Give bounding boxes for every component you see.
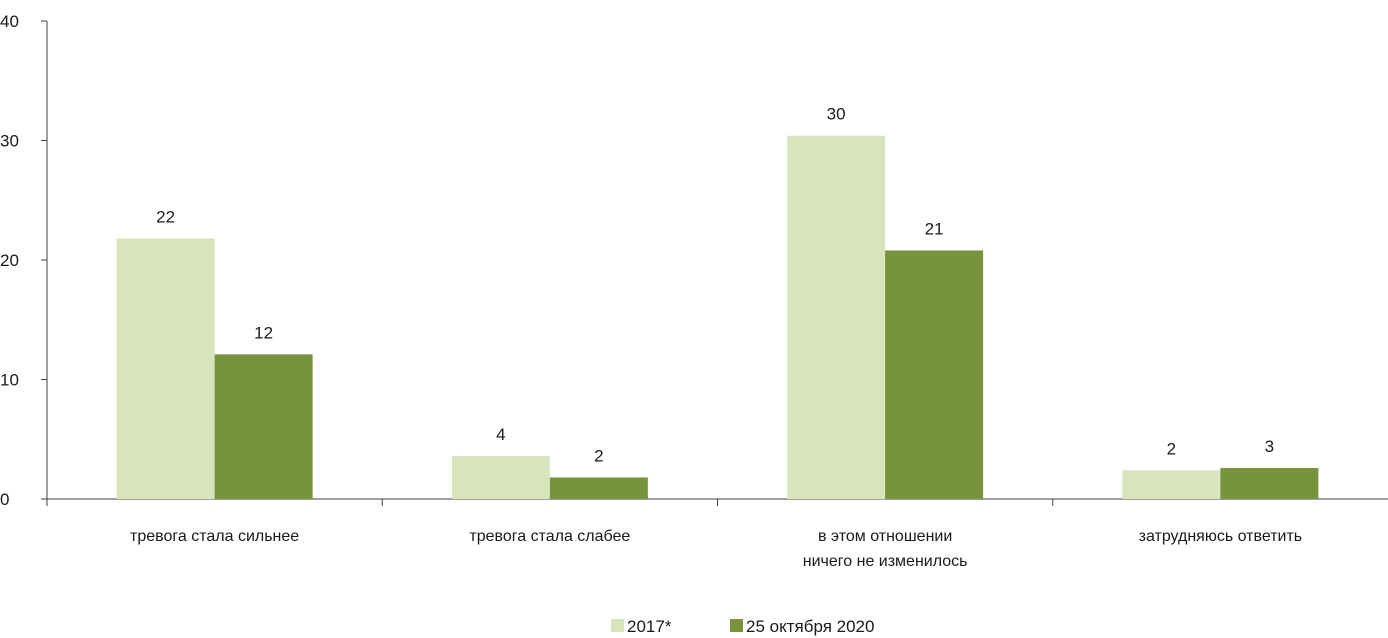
chart-legend: 2017* 25 октября 2020 — [611, 617, 874, 636]
legend-swatch — [730, 619, 743, 632]
category-label: тревога стала сильнее — [130, 528, 299, 545]
category-label: в этом отношении ничего не изменилось — [803, 528, 968, 570]
data-label: 3 — [1265, 437, 1274, 456]
y-tick-label: 30 — [0, 132, 19, 151]
y-tick-label: 10 — [0, 371, 19, 390]
legend-label: 2017* — [627, 617, 672, 636]
data-label: 30 — [827, 105, 846, 124]
bar — [1122, 470, 1221, 499]
data-label: 4 — [496, 425, 505, 444]
legend-label: 25 октября 2020 — [746, 617, 874, 636]
bar — [116, 238, 215, 500]
category-label: тревога стала слабее — [469, 528, 630, 545]
y-tick-label: 40 — [0, 12, 19, 31]
data-label: 2 — [594, 446, 603, 465]
chart-data-labels: 22 12 4 2 30 21 2 3 — [156, 105, 1274, 466]
data-label: 22 — [156, 207, 175, 226]
category-label-line: ничего не изменилось — [803, 553, 968, 570]
data-label: 12 — [254, 323, 273, 342]
bar — [885, 250, 984, 499]
legend-swatch — [611, 619, 624, 632]
category-label: затрудняюсь ответить — [1139, 528, 1303, 545]
category-label-line: затрудняюсь ответить — [1139, 528, 1303, 545]
y-tick-label: 20 — [0, 251, 19, 270]
bar — [1220, 467, 1319, 499]
y-tick-label: 0 — [0, 490, 9, 509]
category-label-line: тревога стала сильнее — [130, 528, 299, 545]
bar — [787, 135, 886, 499]
category-label-line: в этом отношении — [818, 528, 952, 545]
data-label: 2 — [1167, 439, 1176, 458]
bar — [549, 477, 648, 499]
category-label-line: тревога стала слабее — [469, 528, 630, 545]
chart-category-labels: тревога стала сильнее тревога стала слабе… — [130, 528, 1302, 570]
data-label: 21 — [925, 219, 944, 238]
bar — [451, 455, 550, 499]
chart-bars — [116, 135, 1319, 500]
bar — [214, 354, 313, 499]
